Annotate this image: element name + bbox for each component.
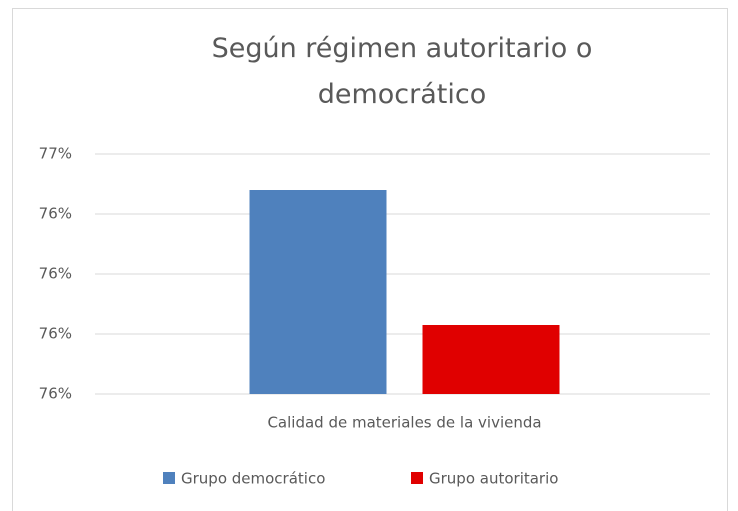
- y-tick-label: 76%: [39, 265, 72, 283]
- y-tick-label: 76%: [39, 325, 72, 343]
- legend-label: Grupo democrático: [181, 470, 325, 488]
- x-tick-label: Calidad de materiales de la vivienda: [267, 414, 541, 432]
- y-tick-label: 77%: [39, 145, 72, 163]
- legend-swatch: [163, 472, 175, 484]
- y-tick-label: 76%: [39, 385, 72, 403]
- chart-border: [12, 8, 728, 511]
- legend-label: Grupo autoritario: [429, 470, 558, 488]
- chart-title: Según régimen autoritario o democrático: [211, 33, 593, 110]
- legend-swatch: [411, 472, 423, 484]
- y-tick-label: 76%: [39, 205, 72, 223]
- bar: [249, 190, 387, 394]
- bar: [422, 325, 560, 394]
